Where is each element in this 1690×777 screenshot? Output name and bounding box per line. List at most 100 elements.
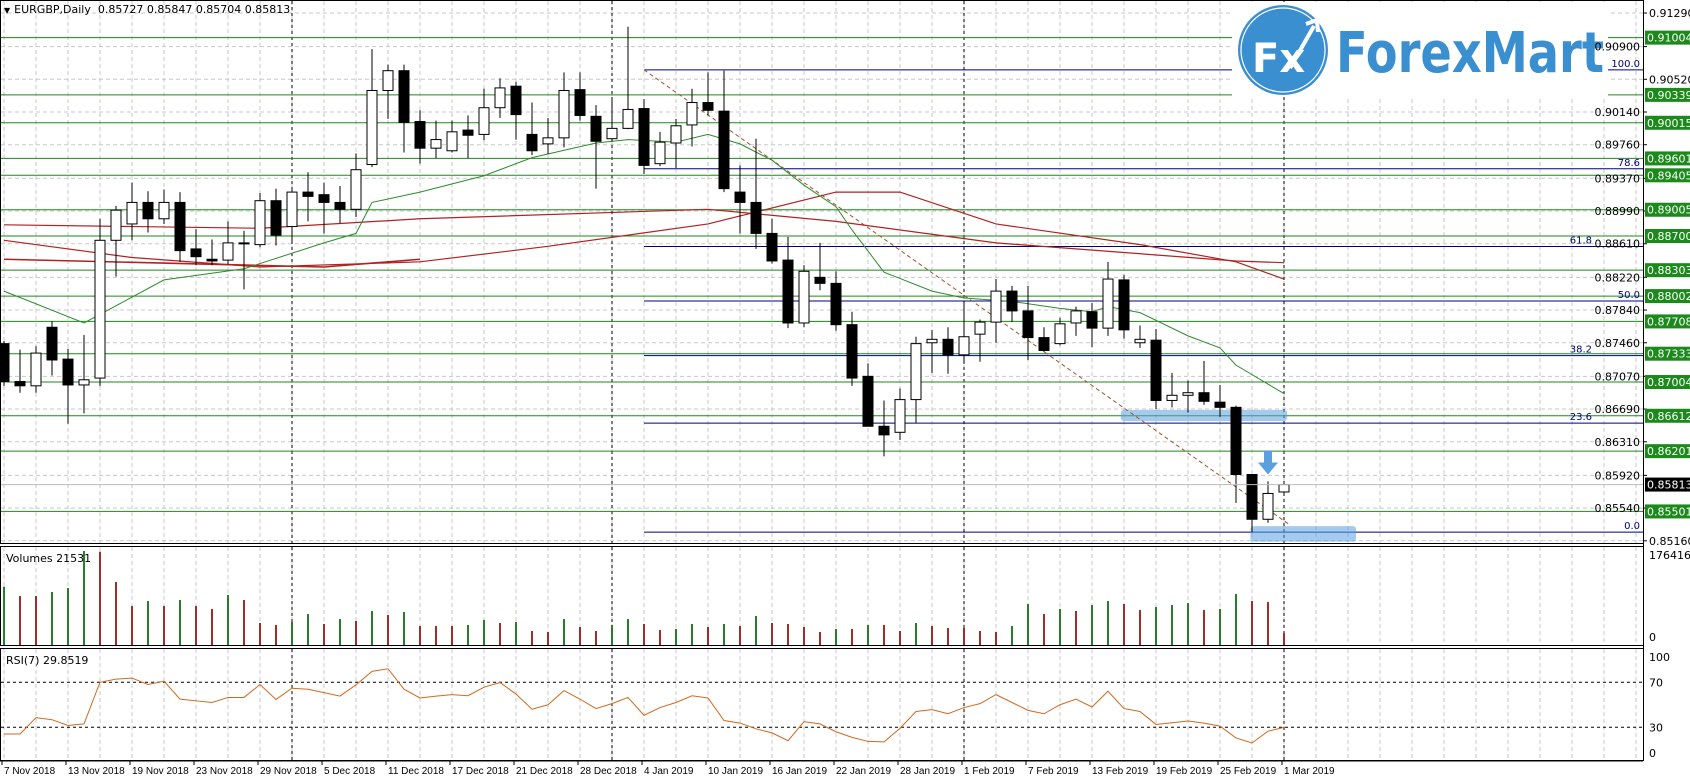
candle-body [686,102,698,126]
candle-body [622,108,634,129]
candle [494,78,506,119]
collapse-triangle-icon[interactable]: ▼ [4,6,11,15]
candle-body [910,343,922,401]
candle [798,265,810,328]
price-level-value: 0.85501 [1647,505,1690,518]
candle [1150,328,1162,410]
price-level-value: 0.86201 [1647,445,1690,458]
candle-body [974,321,986,335]
candle [510,81,522,140]
candle [1198,360,1210,405]
candle [1262,481,1274,523]
candle [1182,380,1194,413]
candle [862,363,874,427]
candle-body [110,209,122,241]
price-tick-label: 0.88610 [1595,238,1641,251]
candle-body [750,201,762,234]
candle [222,221,234,265]
price-level-value: 0.88700 [1647,230,1690,243]
candle [1054,317,1066,346]
volume-panel [0,546,1644,646]
candle-body [318,194,330,203]
candle-body [798,270,810,324]
price-level-badge [1645,228,1690,243]
candle-body [206,258,218,262]
date-label: 28 Dec 2018 [580,766,637,777]
candle [846,311,858,386]
candle [1230,405,1242,503]
candle [670,118,682,168]
fib-level-label: 0.0 [1624,521,1640,532]
candle [1134,325,1146,348]
fib-level-label: 38.2 [1570,345,1592,356]
candle [462,115,474,159]
candle [478,88,490,141]
candle-body [414,120,426,149]
price-tick-label: 0.86310 [1595,436,1641,449]
candle [94,218,106,386]
candle [446,120,458,153]
date-label: 16 Jan 2019 [772,766,827,777]
price-tick-label: 0.87070 [1595,370,1641,383]
logo-ring [1240,7,1326,93]
price-level-value: 0.89005 [1647,204,1690,217]
candle-body [142,201,154,220]
candle [1118,274,1130,339]
rsi-line [4,668,1285,744]
candle-body [926,338,938,344]
candle-body [222,242,234,261]
candle-body [894,399,906,433]
candle-body [1054,323,1066,345]
highlight-marker [1120,409,1288,422]
current-price-value: 0.85813 [1647,479,1690,492]
candle [654,131,666,167]
fib-level-label: 100.0 [1611,59,1640,70]
candle-body [78,379,90,386]
candle [318,182,330,234]
price-level-badge [1645,202,1690,217]
date-label: 23 Nov 2018 [196,766,253,777]
candle [1166,372,1178,408]
candle [590,105,602,189]
price-tick-label: 0.87460 [1595,337,1641,350]
candle [734,165,746,234]
candle [1086,303,1098,348]
price-tick-label: 0.85920 [1595,469,1641,482]
price-tick-label: 0.90520 [1649,73,1690,86]
candle-body [398,70,410,123]
candle-body [254,200,266,246]
price-level-badge [1645,87,1690,102]
date-label: 25 Feb 2019 [1220,766,1277,777]
highlight-marker [1250,526,1356,542]
chart-header: ▼ EURGBP,Daily 0.85727 0.85847 0.85704 0.… [4,3,290,16]
candle-body [718,110,730,190]
candle [606,97,618,142]
candle [286,189,298,243]
candle-body [0,343,10,383]
price-level-value: 0.87333 [1647,348,1690,361]
candle-body [382,70,394,91]
price-level-value: 0.91004 [1647,32,1690,45]
candle-body [1102,278,1114,329]
price-tick-label: 0.91290 [1649,7,1690,20]
date-label: 7 Nov 2018 [4,766,56,777]
candle [366,49,378,168]
candle [0,341,10,386]
candle-body [462,129,474,136]
candle [382,64,394,119]
candle-body [46,326,58,361]
candle-body [990,290,1002,323]
candle [814,242,826,291]
date-label: 1 Mar 2019 [1284,766,1335,777]
date-label: 29 Nov 2018 [260,766,317,777]
date-label: 21 Dec 2018 [516,766,573,777]
candle-body [702,102,714,111]
candle [558,72,570,148]
candle-body [542,137,554,145]
candle-body [1070,310,1082,324]
ohlc-values: 0.85727 0.85847 0.85704 0.85813 [97,3,291,16]
candle [766,218,778,264]
date-label: 17 Dec 2018 [452,766,509,777]
